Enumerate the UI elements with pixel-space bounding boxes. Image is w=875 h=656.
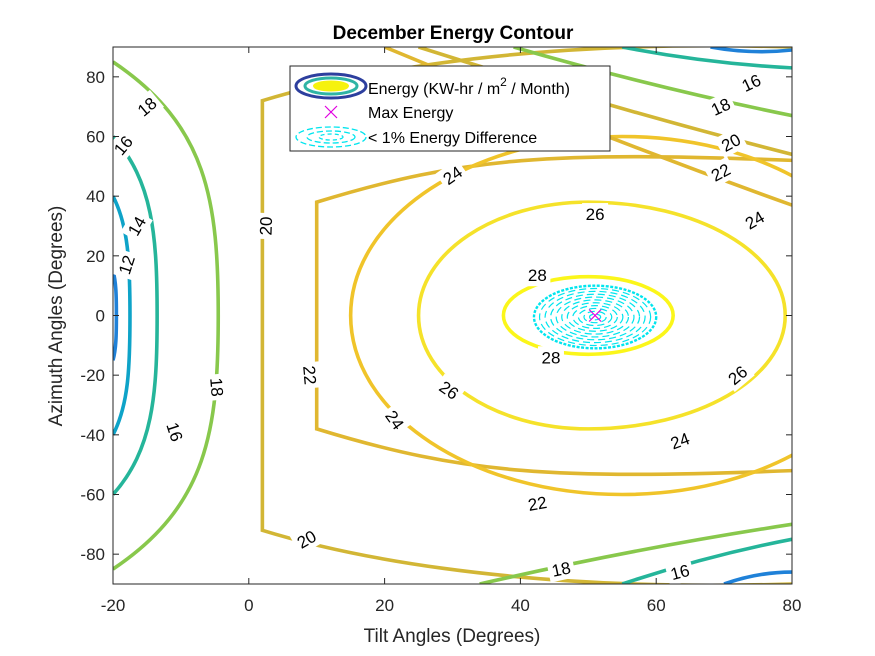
x-tick-label: 20 (375, 596, 394, 615)
y-axis-label: Azimuth Angles (Degrees) (46, 206, 67, 427)
svg-text:28: 28 (541, 348, 560, 367)
svg-text:18: 18 (550, 558, 572, 581)
contour-line-16 (113, 135, 159, 496)
near-max-ring (544, 290, 646, 344)
contour-label-18: 18 (546, 555, 577, 583)
contour-label-18: 18 (204, 373, 229, 402)
y-tick-label: 60 (86, 128, 105, 147)
y-tick-label: -40 (80, 426, 105, 445)
legend-label-max: Max Energy (368, 105, 453, 122)
contour-label-20: 20 (289, 523, 324, 556)
contour-label-24: 24 (737, 204, 772, 237)
svg-text:16: 16 (162, 420, 186, 444)
contour-line-22 (314, 154, 792, 477)
svg-text:12: 12 (115, 253, 139, 277)
contour-line-18 (113, 60, 221, 571)
near-max-ring (583, 310, 607, 324)
legend-label-energy: Energy (KW-hr / m2 / Month) (368, 75, 570, 98)
contour-label-16: 16 (734, 67, 768, 99)
near-max-ring (577, 307, 613, 327)
contour-line-12 (710, 47, 792, 54)
contour-line-18 (479, 522, 792, 584)
legend-entry-max-energy: Max Energy (324, 105, 453, 122)
contour-label-14: 14 (120, 209, 153, 243)
contour-label-26: 26 (582, 203, 609, 226)
near-max-ring (561, 299, 630, 335)
contour-label-26: 26 (720, 358, 755, 392)
y-tick-label: -60 (80, 486, 105, 505)
near-max-ring (550, 293, 641, 341)
svg-text:26: 26 (725, 362, 752, 389)
contour-line-20 (260, 47, 792, 584)
near-max-ring (538, 287, 652, 347)
x-tick-label: -20 (101, 596, 126, 615)
contour-label-18: 18 (704, 91, 738, 123)
y-axis: -80 -60 -40 -20 0 20 40 60 80 (80, 68, 792, 564)
x-tick-label: 0 (244, 596, 253, 615)
contour-label-28: 28 (524, 264, 551, 287)
y-tick-label: -80 (80, 545, 105, 564)
y-tick-label: -20 (80, 366, 105, 385)
contour-line-24 (348, 134, 792, 497)
contour-label-24: 24 (378, 402, 412, 437)
chart-title: December Energy Contour (333, 23, 574, 44)
contour-label-16: 16 (106, 128, 140, 163)
contour-label-22: 22 (704, 156, 738, 189)
contour-label-16: 16 (160, 416, 190, 448)
near-max-ring (532, 284, 658, 350)
contour-label-18: 18 (129, 89, 164, 124)
near-max-ring (588, 313, 602, 321)
svg-text:22: 22 (526, 493, 548, 515)
contour-label-24: 24 (435, 158, 470, 192)
x-axis-label: Tilt Angles (Degrees) (364, 626, 541, 647)
svg-text:18: 18 (206, 377, 227, 398)
near-max-region (532, 284, 658, 350)
near-max-ring (566, 302, 624, 332)
svg-text:20: 20 (256, 216, 276, 236)
x-tick-label: 40 (511, 596, 530, 615)
svg-text:26: 26 (586, 205, 605, 224)
contour-line-16 (621, 47, 792, 70)
contour-line-16 (621, 537, 792, 584)
y-tick-label: 80 (86, 68, 105, 87)
svg-text:28: 28 (528, 266, 547, 285)
max-energy-marker (588, 309, 602, 322)
legend-label-near-max: < 1% Energy Difference (368, 130, 537, 147)
legend-entry-energy: Energy (KW-hr / m2 / Month) (294, 72, 570, 100)
y-tick-label: 0 (96, 307, 105, 326)
x-axis: -20 0 20 40 60 80 (101, 47, 802, 615)
contour-label-28: 28 (537, 346, 564, 369)
near-max-ring (572, 305, 618, 329)
y-tick-label: 20 (86, 247, 105, 266)
contour-label-16: 16 (664, 558, 696, 587)
contour-label-12: 12 (112, 249, 142, 281)
legend-energy-swatch (294, 72, 368, 100)
legend-max-swatch (324, 105, 338, 119)
legend-energy-swatch-core (313, 80, 349, 92)
contour-label-24: 24 (663, 426, 696, 456)
contour-line-26 (416, 200, 788, 431)
svg-text:16: 16 (668, 561, 691, 584)
contour-label-20: 20 (254, 212, 278, 240)
contour-line-18 (513, 47, 792, 118)
y-tick-label: 40 (86, 187, 105, 206)
contour-label-26: 26 (432, 373, 467, 407)
max-energy-point (588, 309, 602, 322)
legend-energy-swatch-mid (303, 76, 359, 96)
contour-line-14 (113, 195, 132, 436)
contour-label-22: 22 (522, 490, 553, 517)
x-tick-label: 80 (783, 596, 802, 615)
x-tick-label: 60 (647, 596, 666, 615)
legend-entry-near-max: < 1% Energy Difference (295, 126, 537, 148)
legend: Energy (KW-hr / m2 / Month) Max Energy <… (289, 65, 611, 152)
contour-line-12 (723, 570, 792, 584)
near-max-ring (555, 296, 635, 338)
svg-text:22: 22 (299, 365, 320, 386)
contour-label-22: 22 (297, 361, 323, 390)
legend-near-swatch (295, 126, 367, 148)
